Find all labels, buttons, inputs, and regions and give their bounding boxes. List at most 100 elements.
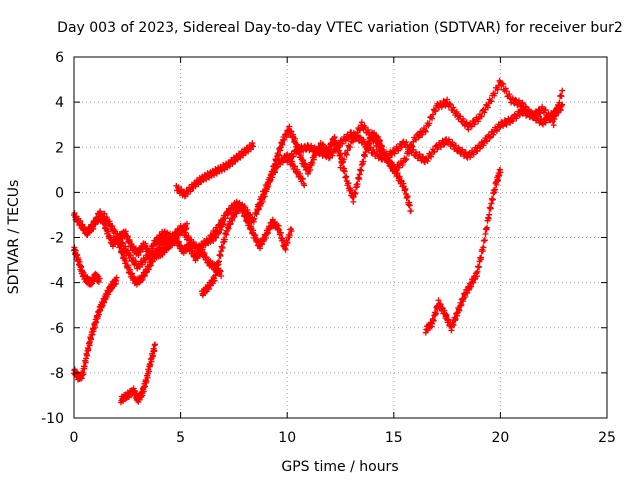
data-point [149,360,152,363]
data-point [141,276,144,280]
data-point [85,231,88,235]
data-point [219,272,223,275]
data-point [541,121,545,124]
data-point [213,276,216,280]
data-point [98,308,101,311]
data-point [371,150,374,153]
y-tick-label: -4 [50,276,64,292]
data-point [283,247,287,250]
data-point [358,173,361,176]
data-point [183,193,187,196]
data-point [320,143,323,147]
series-sat-d [117,341,159,406]
data-point [475,272,479,275]
data-point [243,206,246,210]
data-point [371,137,374,140]
data-point [520,109,523,113]
data-point [462,294,466,298]
data-point [200,177,204,181]
data-point [209,173,212,176]
data-point [520,103,523,106]
data-point [303,182,306,185]
data-point [94,322,97,325]
data-point [531,114,534,117]
data-series [71,77,566,406]
data-point [234,202,238,205]
data-point [153,254,157,257]
data-point [119,398,123,402]
data-point [94,274,97,278]
data-point [226,227,229,230]
data-point [130,245,133,248]
x-tick-label: 20 [491,430,509,446]
data-point [392,150,395,153]
data-point [307,146,310,149]
data-point [339,164,342,167]
y-tick-label: 2 [55,140,64,156]
data-point [85,279,88,282]
data-point [175,186,178,190]
data-point [213,265,216,269]
data-point [296,148,300,151]
data-point [128,254,131,257]
data-point [469,283,472,287]
data-point [477,146,481,149]
data-point [258,245,261,248]
data-point [409,209,413,212]
data-point [147,265,150,269]
data-point [153,240,157,244]
data-point [488,209,491,212]
series-sat-f [113,220,190,288]
data-point [467,155,470,158]
data-point [111,227,114,230]
data-point [106,290,110,293]
data-point [290,227,293,230]
data-point [541,107,545,111]
data-point [160,252,163,255]
data-point [424,128,427,131]
x-tick-label: 15 [385,430,403,446]
series-sat-l [337,77,566,175]
data-point [360,123,364,126]
data-point [275,157,278,160]
data-point [81,373,84,377]
data-point [179,229,182,232]
data-point [509,98,513,102]
data-point [360,139,364,142]
data-point [281,139,285,142]
data-point [317,150,321,153]
data-point [126,394,129,397]
data-point [245,218,248,221]
data-point [499,80,502,84]
data-point [143,243,146,246]
x-tick-label: 25 [598,430,616,446]
data-point [413,152,417,156]
data-point [271,220,274,223]
data-point [136,252,140,255]
data-point [403,159,406,162]
data-point [121,254,125,257]
x-axis-label: GPS time / hours [281,459,398,475]
data-point [392,168,395,172]
data-point [268,177,272,181]
data-point [445,100,449,104]
data-point [349,141,353,144]
data-point [435,105,438,108]
data-point [115,236,118,239]
series-sat-k [284,101,566,166]
data-point [166,245,170,248]
x-tick-label: 0 [70,430,79,446]
data-point [217,225,221,228]
chart-title: Day 003 of 2023, Sidereal Day-to-day VTE… [57,20,623,36]
series-sat-g [173,140,257,200]
data-point [424,328,427,332]
y-tick-label: -10 [41,411,64,427]
data-point [445,139,449,142]
data-point [226,211,229,214]
data-point [219,249,223,253]
data-point [403,186,406,190]
data-point [288,128,291,131]
data-point [187,238,191,241]
